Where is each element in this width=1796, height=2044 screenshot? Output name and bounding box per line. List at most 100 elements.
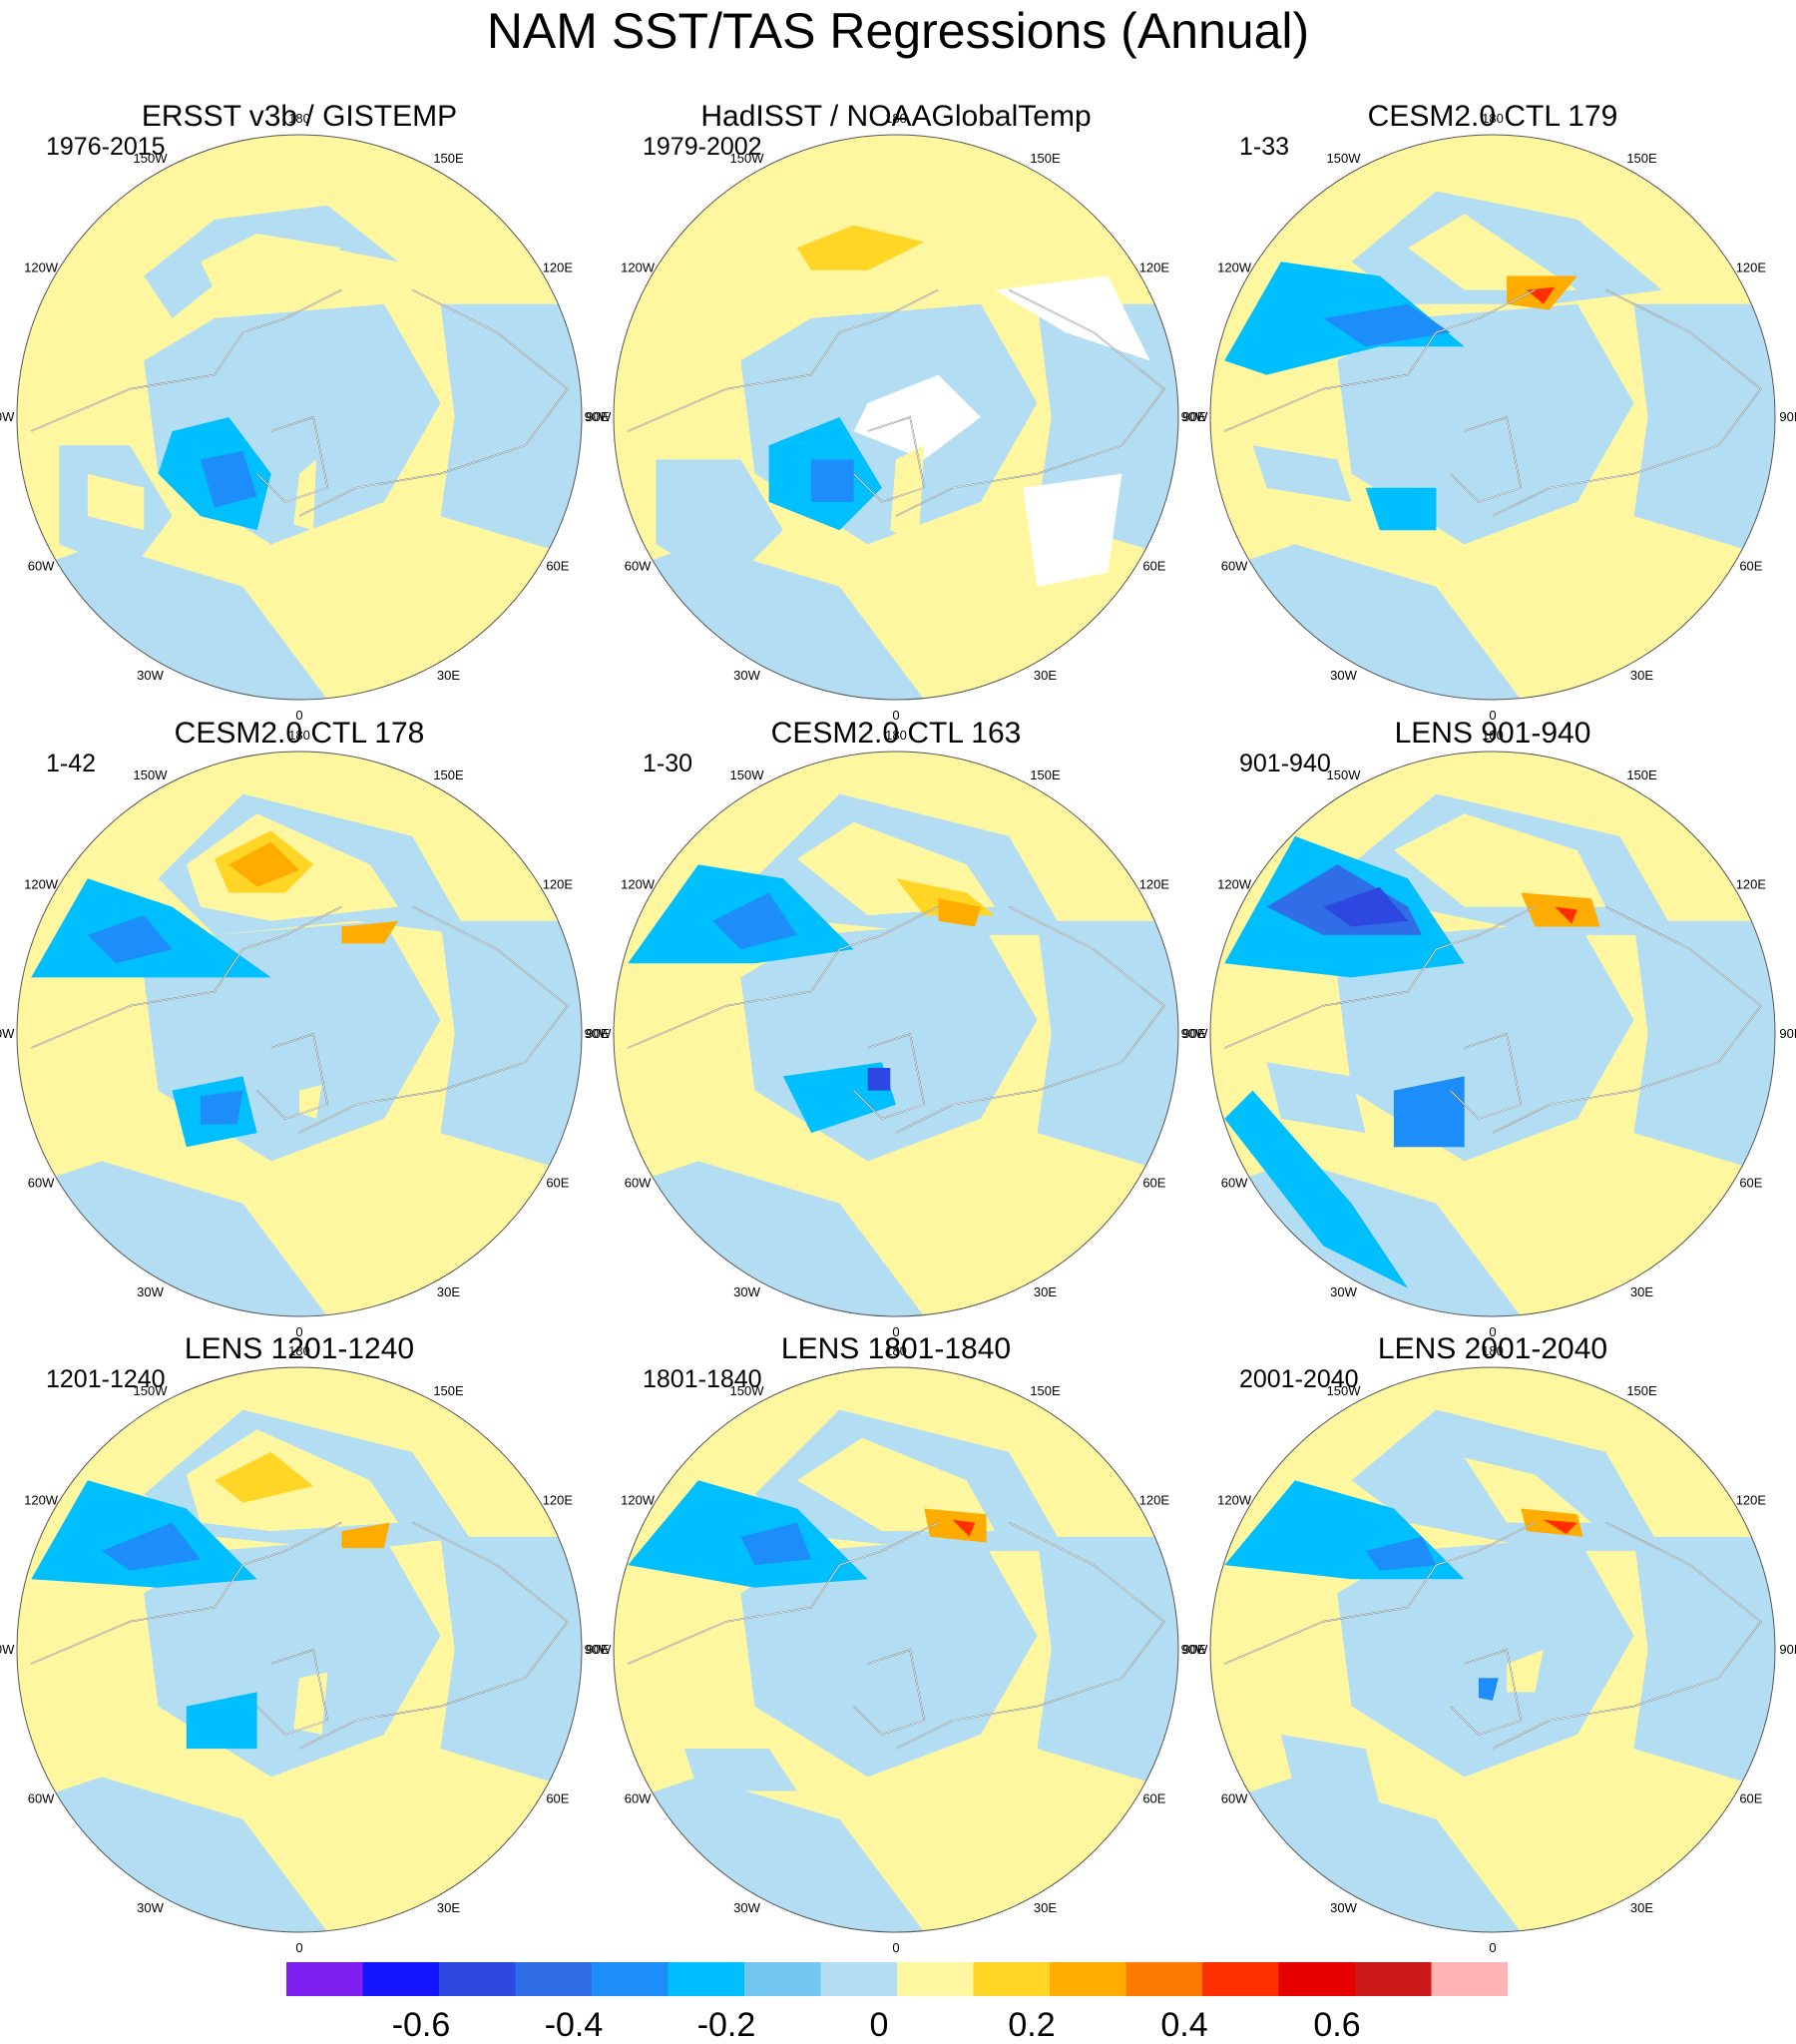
longitude-label: 120W bbox=[1217, 877, 1252, 892]
coastline-highlight bbox=[1492, 1522, 1762, 1750]
longitude-label: 30E bbox=[1034, 1900, 1057, 1915]
period-label: 1-42 bbox=[46, 750, 97, 777]
negative-anomaly-region bbox=[614, 544, 925, 700]
longitude-label: 0 bbox=[892, 1940, 899, 1955]
longitude-label: 30W bbox=[1330, 668, 1357, 683]
longitude-label: 90E bbox=[1779, 1026, 1796, 1041]
colorbar-tick-label: 0.2 bbox=[1008, 2006, 1055, 2044]
panel-title: LENS 2001-2040 bbox=[1377, 1332, 1608, 1365]
longitude-label: 90W bbox=[0, 1642, 15, 1657]
map-border bbox=[16, 1366, 583, 1933]
longitude-label: 120E bbox=[1139, 1493, 1170, 1508]
colorbar-tick-label: 0.4 bbox=[1160, 2006, 1207, 2044]
panel-title: LENS 1201-1240 bbox=[184, 1332, 415, 1365]
longitude-label: 90E bbox=[1779, 409, 1796, 424]
polar-map: 180 150E 120E 90E 60E 30E 0 30W 60W 90W 120W 150W bbox=[1181, 1343, 1796, 1955]
coastline-highlight bbox=[628, 906, 939, 1049]
anomaly-contour bbox=[200, 234, 342, 290]
longitude-label: 0 bbox=[295, 1940, 302, 1955]
map-panel: CESM2.0 CTL 178 180 150E 120E 90E 60E 30E 0 30W 6… bbox=[0, 717, 610, 1375]
anomaly-contour bbox=[656, 459, 783, 587]
map-panel: CESM2.0 CTL 163 180 150E 120E 90E 60E 30E 0 30W 6… bbox=[585, 717, 1206, 1375]
polar-map: 180 150E 120E 90E 60E 30E 0 30W 60W 90W 120W 150W bbox=[0, 111, 610, 723]
longitude-label: 60E bbox=[546, 559, 569, 574]
longitude-label: 120W bbox=[621, 1493, 656, 1508]
coastline-highlight bbox=[256, 1033, 328, 1120]
longitude-label: 90E bbox=[586, 1026, 609, 1041]
anomaly-contour bbox=[683, 1749, 797, 1791]
period-label: 1-33 bbox=[1239, 133, 1290, 161]
longitude-label: 30W bbox=[1330, 1900, 1357, 1915]
anomaly-contour bbox=[1224, 1090, 1409, 1288]
anomaly-contour bbox=[924, 1508, 987, 1543]
coastline-highlight bbox=[1450, 1649, 1522, 1736]
period-label: 2001-2040 bbox=[1239, 1365, 1359, 1393]
longitude-label: 30E bbox=[437, 1284, 460, 1299]
anomaly-contour bbox=[796, 1437, 996, 1532]
longitude-label: 30W bbox=[137, 1900, 164, 1915]
anomaly-contour bbox=[1478, 1678, 1499, 1701]
longitude-label: 30W bbox=[137, 668, 164, 683]
longitude-label: 90W bbox=[0, 1026, 15, 1041]
negative-anomaly-region bbox=[1037, 920, 1178, 1176]
longitude-label: 180 bbox=[1482, 728, 1504, 743]
negative-anomaly-region bbox=[440, 303, 582, 559]
panel-title: CESM2.0 CTL 178 bbox=[174, 717, 425, 750]
longitude-label: 120W bbox=[1217, 260, 1252, 275]
longitude-label: 90E bbox=[1182, 409, 1205, 424]
longitude-label: 90W bbox=[0, 409, 15, 424]
anomaly-contour bbox=[938, 898, 981, 927]
longitude-label: 150E bbox=[433, 1383, 464, 1398]
coastline-highlight bbox=[853, 416, 925, 503]
coastline-highlight bbox=[31, 906, 342, 1049]
longitude-label: 60E bbox=[1739, 1176, 1762, 1191]
longitude-label: 30W bbox=[733, 1284, 760, 1299]
map-border bbox=[1209, 751, 1776, 1317]
longitude-label: 120E bbox=[543, 260, 574, 275]
longitude-label: 180 bbox=[885, 728, 907, 743]
anomaly-contour bbox=[867, 1068, 891, 1091]
colorbar-tick-label: -0.4 bbox=[545, 2006, 604, 2044]
anomaly-contour bbox=[215, 1451, 314, 1503]
map-panel: LENS 1201-1240 180 150E 120E 90E 60E 30E 0 30W 60… bbox=[0, 1332, 610, 1991]
main-title: NAM SST/TAS Regressions (Annual) bbox=[486, 3, 1310, 59]
longitude-label: 120W bbox=[621, 260, 656, 275]
anomaly-contour bbox=[200, 451, 257, 508]
longitude-label: 90E bbox=[1182, 1642, 1205, 1657]
longitude-label: 60E bbox=[1739, 559, 1762, 574]
panel-title: ERSST v3b / GISTEMP bbox=[141, 100, 458, 133]
coastline-highlight bbox=[31, 289, 342, 432]
longitude-label: 150W bbox=[134, 1383, 169, 1398]
colorbar-tick-label: 0 bbox=[870, 2006, 889, 2044]
polar-map: 180 150E 120E 90E 60E 30E 0 30W 60W 90W 120W 150W bbox=[585, 111, 1206, 723]
longitude-label: 120E bbox=[1736, 260, 1767, 275]
panel-title: CESM2.0 CTL 163 bbox=[770, 717, 1022, 750]
coastline-highlight bbox=[853, 1033, 925, 1120]
coastline-highlight bbox=[1492, 906, 1762, 1134]
period-label: 1979-2002 bbox=[643, 133, 762, 161]
longitude-label: 180 bbox=[288, 1343, 310, 1358]
anomaly-contour bbox=[144, 205, 399, 318]
longitude-label: 30E bbox=[1630, 1284, 1653, 1299]
negative-anomaly-region bbox=[1633, 303, 1775, 559]
longitude-label: 180 bbox=[288, 728, 310, 743]
longitude-label: 120W bbox=[24, 877, 59, 892]
anomaly-contour bbox=[1252, 445, 1352, 502]
map-panel: ERSST v3b / GISTEMP 180 150E 120E 90E 60E 30E 0… bbox=[0, 100, 610, 759]
map-border bbox=[613, 134, 1179, 701]
longitude-label: 150E bbox=[1626, 1383, 1657, 1398]
negative-anomaly-region bbox=[1037, 1536, 1178, 1791]
anomaly-contour bbox=[1365, 487, 1437, 531]
panel-title: HadISST / NOAAGlobalTemp bbox=[700, 100, 1092, 133]
coastline-highlight bbox=[1224, 1522, 1536, 1665]
polar-map: 180 150E 120E 90E 60E 30E 0 30W 60W 90W 120W 150W bbox=[585, 728, 1206, 1339]
longitude-label: 60E bbox=[546, 1176, 569, 1191]
coastline-highlight bbox=[256, 1649, 328, 1736]
longitude-label: 30E bbox=[1034, 668, 1057, 683]
anomaly-contour bbox=[299, 1084, 322, 1119]
longitude-label: 120E bbox=[543, 877, 574, 892]
anomaly-contour bbox=[740, 1522, 812, 1566]
anomaly-contour bbox=[293, 1672, 328, 1735]
longitude-label: 30W bbox=[1330, 1284, 1357, 1299]
